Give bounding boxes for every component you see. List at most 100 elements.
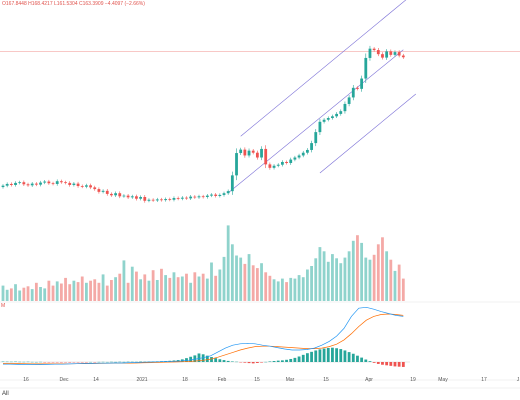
candle-body — [93, 187, 97, 190]
macd-histogram-bar — [385, 362, 389, 366]
channel-line — [227, 49, 404, 194]
volume-bar — [322, 251, 326, 301]
candle-body — [68, 182, 72, 185]
volume-bar — [168, 277, 172, 301]
candle-body — [64, 182, 67, 184]
macd-histogram-bar — [272, 361, 276, 362]
volume-bar — [118, 273, 122, 301]
candle-body — [176, 198, 180, 199]
candle-body — [268, 164, 272, 168]
candle-body — [247, 150, 251, 156]
volume-bar — [251, 265, 255, 301]
volume-bar — [297, 275, 301, 301]
volume-bar — [222, 256, 226, 301]
candle-body — [130, 196, 134, 198]
candle-body — [164, 199, 168, 201]
volume-bar — [389, 259, 393, 301]
candle-body — [381, 54, 384, 58]
candle-body — [172, 198, 176, 200]
volume-bar — [210, 262, 213, 301]
candle-body — [272, 165, 276, 168]
volume-bar — [289, 277, 293, 301]
candle-body — [72, 183, 76, 185]
macd-histogram-bar — [185, 358, 188, 362]
macd-histogram-bar — [251, 362, 255, 364]
volume-bar — [230, 244, 234, 301]
volume-bar — [326, 261, 330, 301]
candle-body — [80, 186, 84, 187]
volume-bar — [30, 289, 34, 301]
macd-histogram-bar — [301, 354, 305, 362]
volume-bar — [114, 277, 117, 301]
candle-body — [43, 181, 47, 183]
macd-histogram-bar — [276, 360, 280, 362]
macd-histogram-bar — [201, 354, 205, 362]
range-all-button[interactable]: All — [2, 391, 9, 397]
volume-bar — [318, 247, 322, 301]
volume-bar — [276, 281, 280, 301]
volume-bar — [360, 242, 364, 301]
candle-body — [251, 150, 255, 153]
macd-histogram-bar — [397, 362, 401, 367]
volume-bar — [101, 274, 105, 301]
volume-bar — [139, 279, 143, 301]
volume-bar — [243, 263, 247, 301]
volume-bar — [393, 270, 397, 301]
macd-histogram-bar — [230, 361, 234, 362]
volume-bar — [351, 240, 355, 301]
volume-bar — [22, 287, 26, 301]
x-tick-label: 19 — [410, 377, 416, 383]
volume-bar — [364, 257, 368, 301]
candle-body — [230, 175, 234, 192]
volume-bar — [105, 285, 109, 301]
x-tick-label: J — [517, 377, 520, 383]
macd-histogram-bar — [260, 362, 263, 363]
x-tick-label: 18 — [182, 377, 188, 383]
candle-body — [189, 196, 193, 199]
candle-body — [243, 149, 247, 156]
volume-bar — [368, 259, 372, 301]
candle-body — [139, 196, 143, 199]
candle-body — [122, 195, 126, 197]
volume-bar — [122, 260, 126, 301]
ohlc-readout: O167.8448 H168.4217 L161.5304 C163.3909 … — [2, 1, 145, 7]
x-tick-label: May — [438, 377, 448, 383]
candle-body — [147, 199, 151, 201]
volume-bar — [126, 282, 130, 301]
volume-bar — [280, 278, 284, 301]
volume-bar — [197, 276, 201, 301]
volume-bar — [193, 272, 197, 301]
candle-body — [51, 183, 55, 185]
volume-bar — [260, 263, 263, 301]
x-tick-label: Feb — [218, 377, 227, 383]
macd-histogram-bar — [376, 362, 380, 364]
volume-bar — [97, 282, 101, 301]
candle-body — [393, 52, 397, 55]
volume-bar — [51, 285, 55, 301]
volume-bar — [189, 282, 193, 301]
volume-bar — [239, 257, 243, 301]
candle-body — [289, 159, 293, 164]
macd-histogram-bar — [368, 361, 372, 362]
macd-histogram-bar — [197, 353, 201, 362]
candle-body — [39, 182, 42, 185]
volume-bar — [68, 284, 72, 301]
macd-histogram-bar — [193, 355, 197, 362]
candle-body — [118, 193, 122, 197]
candle-body — [55, 181, 59, 184]
candle-body — [368, 48, 372, 58]
volume-bar — [26, 286, 30, 301]
candle-body — [331, 116, 334, 119]
volume-bar — [401, 278, 405, 301]
volume-bar — [172, 272, 176, 301]
volume-bar — [314, 258, 318, 301]
macd-histogram-bar — [306, 353, 309, 362]
volume-bar — [176, 277, 180, 301]
volume-bar — [306, 269, 309, 301]
candle-body — [301, 152, 305, 156]
volume-bar — [356, 235, 359, 301]
volume-bar — [201, 273, 205, 301]
macd-histogram-bar — [210, 357, 213, 362]
